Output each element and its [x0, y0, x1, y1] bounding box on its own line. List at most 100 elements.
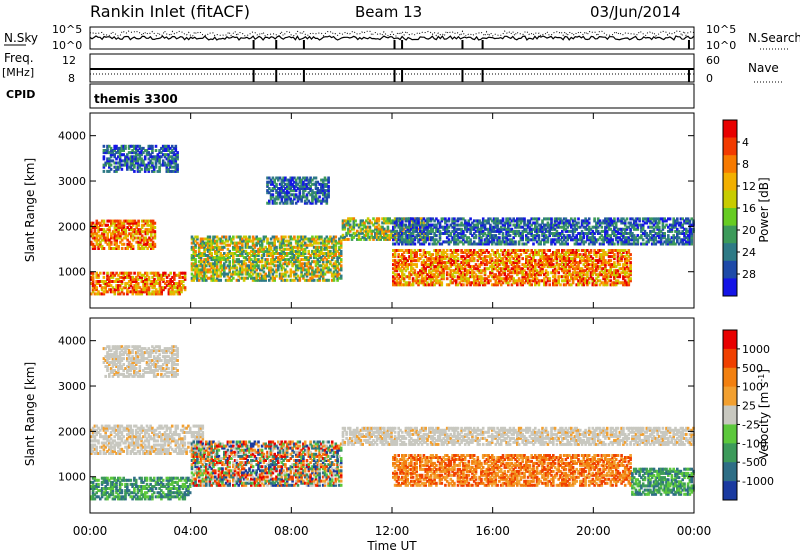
heatmap-cell	[109, 275, 113, 279]
heatmap-cell	[144, 230, 148, 234]
heatmap-cell	[377, 235, 381, 239]
heatmap-cell	[677, 221, 681, 225]
heatmap-cell	[219, 254, 222, 257]
heatmap-cell	[537, 238, 541, 242]
heatmap-cell	[463, 219, 467, 223]
heatmap-cell	[311, 272, 314, 276]
heatmap-cell	[550, 257, 553, 261]
heatmap-cell	[589, 277, 593, 281]
heatmap-cell	[294, 266, 298, 270]
heatmap-cell	[487, 251, 490, 254]
heatmap-cell	[242, 235, 246, 239]
heatmap-cell	[115, 228, 118, 232]
heatmap-cell	[153, 244, 157, 248]
heatmap-cell	[336, 278, 339, 282]
heatmap-cell	[449, 261, 453, 265]
heatmap-cell	[95, 280, 98, 283]
heatmap-cell	[214, 252, 217, 255]
heatmap-cell	[564, 229, 568, 233]
heatmap-cell	[260, 247, 264, 251]
heatmap-cell	[555, 253, 559, 257]
heatmap-cell	[471, 227, 474, 231]
heatmap-cell	[492, 229, 496, 233]
heatmap-cell	[532, 234, 535, 238]
heatmap-cell	[463, 269, 467, 273]
heatmap-cell	[359, 231, 363, 235]
heatmap-cell	[571, 219, 575, 223]
heatmap-cell	[600, 242, 604, 246]
heatmap-cell	[607, 275, 611, 279]
heatmap-cell	[634, 217, 638, 221]
heatmap-cell	[413, 217, 417, 221]
heatmap-cell	[357, 237, 361, 241]
heatmap-cell	[591, 271, 595, 275]
heatmap-cell	[215, 239, 219, 243]
heatmap-cell	[607, 259, 611, 263]
heatmap-cell	[208, 239, 212, 243]
heatmap-cell	[226, 243, 230, 247]
heatmap-cell	[365, 233, 368, 237]
heatmap-cell	[422, 225, 426, 229]
heatmap-cell	[609, 255, 613, 259]
heatmap-cell	[614, 229, 618, 233]
heatmap-cell	[501, 234, 505, 238]
heatmap-cell	[196, 274, 199, 278]
heatmap-cell	[458, 232, 462, 235]
heatmap-cell	[534, 217, 537, 221]
heatmap-cell	[467, 221, 471, 225]
heatmap-cell	[541, 229, 544, 233]
heatmap-cell	[467, 255, 471, 259]
heatmap-cell	[419, 235, 422, 239]
heatmap-cell	[135, 282, 138, 285]
heatmap-cell	[478, 255, 481, 259]
heatmap-cell	[431, 257, 435, 261]
heatmap-cell	[523, 221, 526, 225]
heatmap-cell	[117, 273, 120, 277]
heatmap-cell	[465, 229, 469, 233]
heatmap-cell	[199, 268, 203, 272]
heatmap-cell	[438, 265, 442, 269]
heatmap-cell	[314, 262, 318, 266]
heatmap-cell	[616, 259, 620, 263]
heatmap-cell	[620, 227, 623, 231]
heatmap-cell	[406, 219, 409, 223]
heatmap-cell	[133, 277, 136, 281]
heatmap-cell	[562, 269, 566, 273]
heatmap-cell	[526, 223, 530, 227]
heatmap-cell	[300, 243, 303, 247]
heatmap-cell	[575, 273, 578, 277]
heatmap-cell	[623, 261, 627, 265]
heatmap-cell	[393, 253, 397, 257]
heatmap-cell	[543, 232, 546, 235]
heatmap-cell	[514, 225, 517, 229]
heatmap-cell	[523, 229, 526, 233]
heatmap-cell	[433, 259, 436, 263]
heatmap-cell	[507, 229, 510, 233]
heatmap-cell	[318, 254, 321, 257]
heatmap-cell	[339, 245, 343, 249]
heatmap-cell	[131, 247, 135, 250]
heatmap-cell	[201, 264, 205, 268]
heatmap-cell	[137, 242, 140, 246]
heatmap-cell	[417, 279, 420, 283]
heatmap-cell	[611, 249, 614, 252]
heatmap-cell	[498, 221, 501, 225]
heatmap-cell	[205, 237, 208, 241]
heatmap-cell	[419, 257, 422, 261]
heatmap-cell	[233, 266, 237, 270]
heatmap-cell	[393, 236, 397, 240]
heatmap-cell	[627, 242, 631, 246]
heatmap-cell	[127, 271, 131, 275]
heatmap-cell	[517, 229, 521, 233]
heatmap-cell	[478, 277, 481, 281]
heatmap-cell	[271, 252, 275, 255]
heatmap-cell	[458, 267, 462, 271]
heatmap-cell	[338, 239, 341, 243]
heatmap-cell	[537, 261, 541, 265]
heatmap-cell	[456, 232, 460, 235]
heatmap-cell	[659, 234, 663, 238]
heatmap-cell	[605, 217, 609, 221]
heatmap-cell	[596, 273, 600, 277]
heatmap-cell	[361, 219, 364, 223]
heatmap-cell	[291, 245, 294, 249]
